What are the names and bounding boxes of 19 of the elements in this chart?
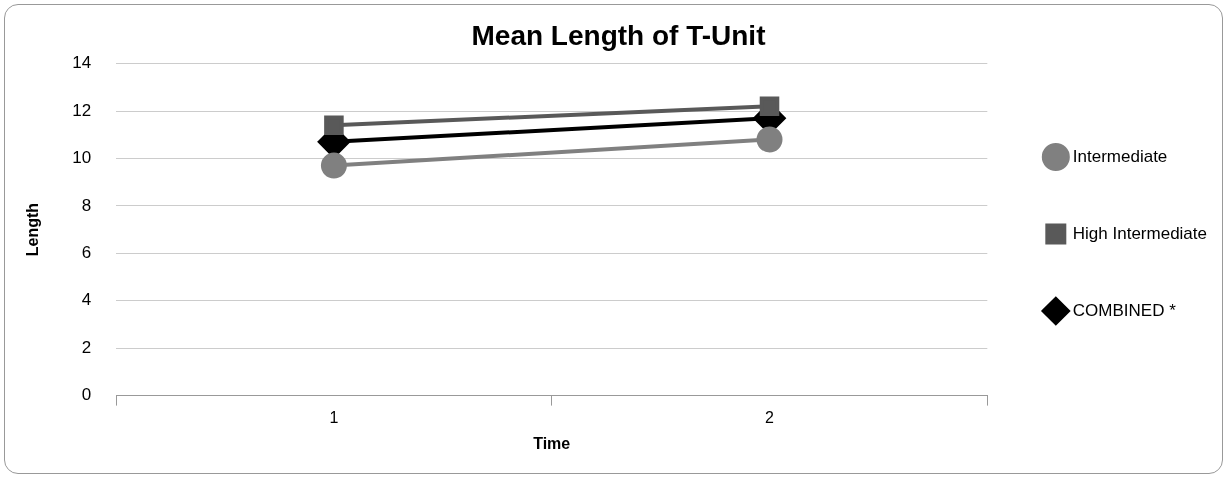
y-axis-title: Length	[24, 202, 42, 257]
y-tick-label: 10	[72, 148, 92, 168]
legend-label: High Intermediate	[1072, 223, 1208, 243]
chart-title: Mean Length of T-Unit	[471, 19, 766, 51]
y-tick-label: 2	[81, 337, 92, 357]
legend-label: COMBINED *	[1072, 300, 1177, 320]
y-tick-label: 12	[72, 100, 92, 120]
y-tick-label: 6	[81, 243, 92, 262]
y-tick-label: 4	[81, 290, 92, 310]
point	[759, 96, 780, 117]
point	[324, 115, 344, 136]
legend-label: Intermediate	[1072, 146, 1168, 166]
y-tick-label: 14	[72, 53, 92, 73]
point	[320, 152, 347, 179]
y-tick-label: 0	[81, 385, 92, 405]
x-axis-title: Time	[533, 434, 571, 452]
point	[756, 126, 783, 153]
y-tick-label: 8	[81, 195, 92, 215]
x-tick-label: 1	[329, 408, 339, 426]
